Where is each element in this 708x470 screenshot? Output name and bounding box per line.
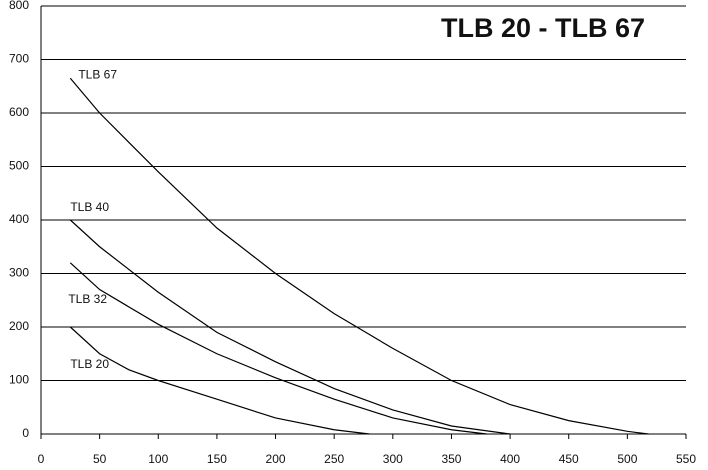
series-label: TLB 67 xyxy=(78,67,117,81)
series-line xyxy=(69,77,649,435)
y-tick-label: 0 xyxy=(22,426,29,440)
y-tick-label: 600 xyxy=(9,105,29,119)
series-line xyxy=(69,262,487,435)
series-label: TLB 40 xyxy=(70,200,109,214)
y-tick-label: 500 xyxy=(9,159,29,173)
x-tick-label: 250 xyxy=(324,452,344,466)
x-tick-label: 100 xyxy=(148,452,168,466)
x-tick-label: 300 xyxy=(383,452,403,466)
y-tick-label: 400 xyxy=(9,212,29,226)
chart-title: TLB 20 - TLB 67 xyxy=(441,13,645,43)
series-label: TLB 32 xyxy=(68,292,107,306)
x-tick-label: 450 xyxy=(559,452,579,466)
y-tick-label: 700 xyxy=(9,52,29,66)
x-tick-label: 150 xyxy=(207,452,227,466)
series-line xyxy=(69,219,511,435)
x-tick-label: 550 xyxy=(676,452,696,466)
series-line xyxy=(69,326,370,435)
x-tick-label: 200 xyxy=(266,452,286,466)
y-tick-label: 200 xyxy=(9,319,29,333)
x-tick-label: 50 xyxy=(93,452,107,466)
y-tick-label: 800 xyxy=(9,0,29,12)
y-tick-label: 300 xyxy=(9,266,29,280)
y-tick-label: 100 xyxy=(9,373,29,387)
x-tick-label: 400 xyxy=(500,452,520,466)
series-label: TLB 20 xyxy=(70,357,109,371)
x-tick-label: 500 xyxy=(617,452,637,466)
x-tick-label: 350 xyxy=(441,452,461,466)
x-tick-label: 0 xyxy=(38,452,45,466)
